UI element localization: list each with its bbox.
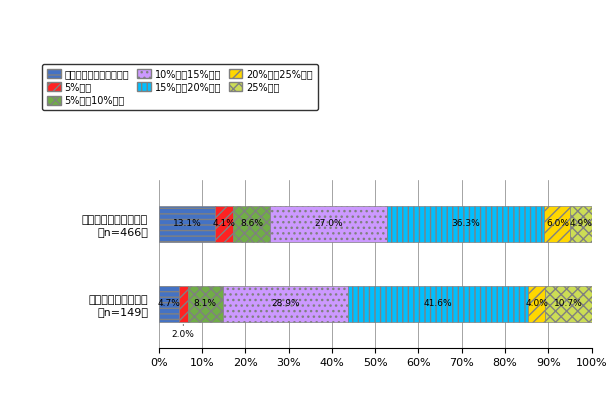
Text: 4.0%: 4.0% xyxy=(525,300,548,308)
Bar xyxy=(545,206,570,242)
Bar xyxy=(270,206,387,242)
Bar xyxy=(545,286,592,322)
Legend: 全く実施する予定がない, 5%未満, 5%以上10%未満, 10%以上15%未満, 15%以上20%未満, 20%以上25%未満, 25%以上: 全く実施する予定がない, 5%未満, 5%以上10%未満, 10%以上15%未満… xyxy=(42,64,318,110)
Text: 36.3%: 36.3% xyxy=(451,220,480,228)
Text: 4.1%: 4.1% xyxy=(213,220,235,228)
Text: 27.0%: 27.0% xyxy=(315,220,343,228)
Text: 4.7%: 4.7% xyxy=(157,300,180,308)
Bar xyxy=(215,206,233,242)
Text: 2.0%: 2.0% xyxy=(172,330,195,338)
Bar xyxy=(570,206,592,242)
Text: 4.9%: 4.9% xyxy=(570,220,592,228)
Text: 28.9%: 28.9% xyxy=(271,300,300,308)
Text: 8.1%: 8.1% xyxy=(193,300,217,308)
Bar xyxy=(179,286,188,322)
Bar xyxy=(159,286,179,322)
Text: 13.1%: 13.1% xyxy=(173,220,201,228)
Text: 10.7%: 10.7% xyxy=(554,300,583,308)
Text: 6.0%: 6.0% xyxy=(546,220,569,228)
Bar xyxy=(223,286,348,322)
Bar xyxy=(348,286,528,322)
Bar xyxy=(233,206,270,242)
Bar xyxy=(159,206,215,242)
Text: 8.6%: 8.6% xyxy=(240,220,264,228)
Bar xyxy=(188,286,223,322)
Bar xyxy=(528,286,545,322)
Bar xyxy=(387,206,545,242)
Text: 41.6%: 41.6% xyxy=(423,300,452,308)
